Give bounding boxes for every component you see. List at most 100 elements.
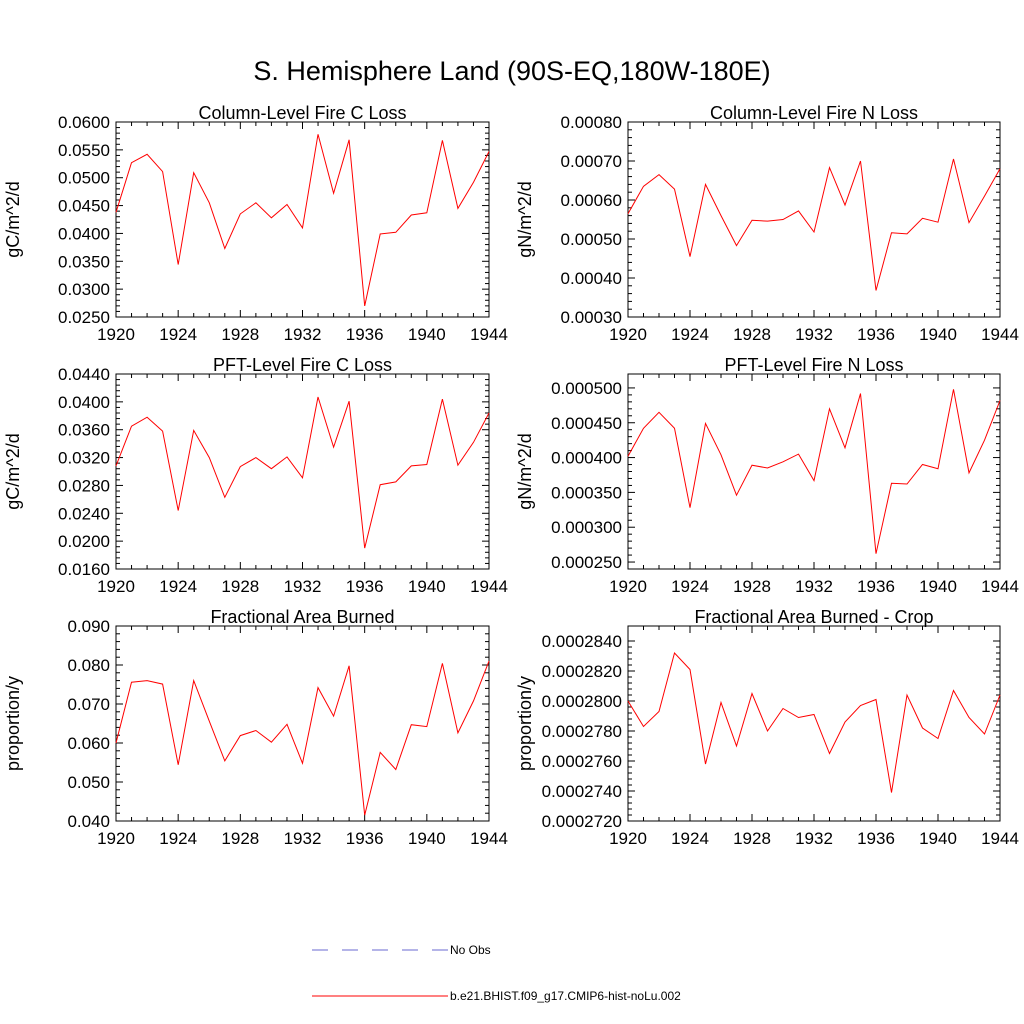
y-tick-label: 0.090: [67, 617, 110, 636]
y-tick-label: 0.070: [67, 695, 110, 714]
x-tick-label: 1932: [284, 829, 322, 848]
x-tick-label: 1944: [981, 829, 1019, 848]
y-tick-label: 0.0002840: [542, 632, 622, 651]
y-tick-label: 0.0002720: [542, 812, 622, 831]
figure-title: S. Hemisphere Land (90S-EQ,180W-180E): [253, 56, 771, 86]
x-tick-label: 1924: [159, 325, 197, 344]
plot-frame: [627, 121, 1001, 318]
y-tick-label: 0.000400: [551, 449, 622, 468]
chart-panel-1: Column-Level Fire C Loss gC/m^2/d 1920 1924…: [3, 103, 508, 344]
y-tick-label: 0.0002820: [542, 662, 622, 681]
y-tick-label: 0.000450: [551, 414, 622, 433]
x-tick-label: 1920: [97, 325, 135, 344]
y-tick-label: 0.040: [67, 812, 110, 831]
plot-frame: [627, 373, 1001, 570]
x-tick-label: 1932: [795, 829, 833, 848]
x-tick-label: 1940: [919, 577, 957, 596]
y-tick-label: 0.0160: [58, 560, 110, 579]
y-tick-label: 0.000250: [551, 553, 622, 572]
panel-title: Column-Level Fire C Loss: [198, 103, 406, 123]
chart-panel-6: Fractional Area Burned - Crop proportion/…: [515, 607, 1019, 848]
panel-title: Column-Level Fire N Loss: [710, 103, 918, 123]
y-tick-label: 0.0300: [58, 280, 110, 299]
legend-entry-no-obs: No Obs: [312, 943, 491, 957]
x-tick-label: 1944: [981, 325, 1019, 344]
x-tick-label: 1928: [733, 325, 771, 344]
panel-title: Fractional Area Burned: [210, 607, 394, 627]
chart-panels: Column-Level Fire C Loss gC/m^2/d 1920 1924…: [3, 103, 1019, 848]
series-line: [115, 396, 490, 549]
y-tick-label: 0.0350: [58, 252, 110, 271]
x-tick-label: 1940: [919, 829, 957, 848]
series-line: [627, 158, 1001, 291]
y-tick-label: 0.0250: [58, 308, 110, 327]
y-tick-label: 0.0440: [58, 365, 110, 384]
y-tick-label: 0.060: [67, 734, 110, 753]
y-axis-label: gC/m^2/d: [3, 181, 23, 257]
x-tick-label: 1944: [981, 577, 1019, 596]
y-tick-label: 0.0002760: [542, 752, 622, 771]
x-tick-label: 1928: [733, 577, 771, 596]
x-tick-label: 1928: [221, 325, 259, 344]
x-tick-label: 1928: [221, 577, 259, 596]
x-tick-label: 1920: [97, 829, 135, 848]
y-tick-label: 0.00070: [561, 152, 622, 171]
y-axis-label: gC/m^2/d: [3, 433, 23, 509]
y-tick-label: 0.0360: [58, 421, 110, 440]
x-tick-label: 1944: [470, 829, 508, 848]
panel-title: PFT-Level Fire N Loss: [724, 355, 903, 375]
x-tick-label: 1936: [346, 325, 384, 344]
plot-frame: [627, 625, 1001, 822]
x-tick-label: 1936: [346, 829, 384, 848]
y-tick-label: 0.000300: [551, 518, 622, 537]
y-axis-label: gN/m^2/d: [515, 181, 535, 257]
x-tick-label: 1932: [284, 325, 322, 344]
x-tick-label: 1932: [284, 577, 322, 596]
legend-entry-model-run: b.e21.BHIST.f09_g17.CMIP6-hist-noLu.002: [312, 989, 681, 1003]
y-tick-label: 0.0400: [58, 224, 110, 243]
x-tick-label: 1924: [671, 829, 709, 848]
x-tick-label: 1932: [795, 325, 833, 344]
y-tick-label: 0.000500: [551, 379, 622, 398]
y-tick-label: 0.00080: [561, 113, 622, 132]
x-tick-label: 1928: [733, 829, 771, 848]
y-tick-label: 0.0450: [58, 197, 110, 216]
series-line: [627, 652, 1001, 793]
chart-panel-3: PFT-Level Fire C Loss gC/m^2/d 1920 1924 192…: [3, 355, 508, 596]
x-tick-label: 1940: [408, 325, 446, 344]
y-tick-label: 0.000350: [551, 483, 622, 502]
series-line: [115, 134, 490, 307]
x-tick-label: 1936: [346, 577, 384, 596]
y-tick-label: 0.0320: [58, 449, 110, 468]
y-tick-label: 0.0240: [58, 504, 110, 523]
plot-frame: [115, 373, 490, 570]
x-tick-label: 1920: [609, 325, 647, 344]
x-tick-label: 1924: [159, 577, 197, 596]
x-tick-label: 1936: [857, 829, 895, 848]
y-tick-label: 0.0002800: [542, 692, 622, 711]
y-tick-label: 0.0002740: [542, 782, 622, 801]
x-tick-label: 1936: [857, 577, 895, 596]
x-tick-label: 1940: [919, 325, 957, 344]
x-tick-label: 1920: [97, 577, 135, 596]
legend-label-no-obs: No Obs: [450, 943, 491, 957]
y-tick-label: 0.050: [67, 773, 110, 792]
x-tick-label: 1940: [408, 829, 446, 848]
x-tick-label: 1924: [671, 325, 709, 344]
x-tick-label: 1932: [795, 577, 833, 596]
x-tick-label: 1920: [609, 829, 647, 848]
y-axis-label: proportion/y: [515, 676, 535, 771]
y-tick-label: 0.00060: [561, 191, 622, 210]
x-tick-label: 1928: [221, 829, 259, 848]
x-tick-label: 1944: [470, 325, 508, 344]
y-tick-label: 0.0500: [58, 169, 110, 188]
panel-title: Fractional Area Burned - Crop: [694, 607, 933, 627]
y-tick-label: 0.0550: [58, 141, 110, 160]
chart-panel-5: Fractional Area Burned proportion/y 1920 19…: [3, 607, 508, 848]
y-tick-label: 0.0002780: [542, 722, 622, 741]
y-axis-label: proportion/y: [3, 676, 23, 771]
y-tick-label: 0.00040: [561, 269, 622, 288]
y-tick-label: 0.0200: [58, 532, 110, 551]
y-tick-label: 0.080: [67, 656, 110, 675]
series-line: [627, 389, 1001, 554]
